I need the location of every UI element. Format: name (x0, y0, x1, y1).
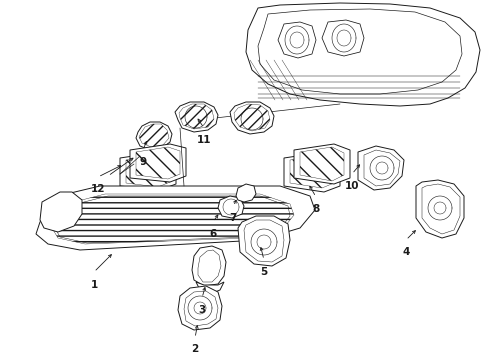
Polygon shape (192, 246, 226, 286)
Text: 8: 8 (313, 204, 319, 214)
Text: 1: 1 (90, 280, 98, 290)
Polygon shape (322, 20, 364, 56)
Polygon shape (258, 9, 462, 94)
Polygon shape (300, 147, 344, 181)
Polygon shape (175, 102, 218, 132)
Polygon shape (416, 180, 464, 238)
Polygon shape (294, 144, 350, 184)
Polygon shape (422, 184, 460, 234)
Polygon shape (179, 104, 214, 129)
Polygon shape (198, 250, 221, 282)
Polygon shape (196, 282, 224, 294)
Text: 7: 7 (229, 213, 237, 223)
Polygon shape (236, 184, 256, 202)
Text: 9: 9 (140, 157, 147, 167)
Polygon shape (244, 220, 284, 262)
Text: 4: 4 (402, 247, 410, 257)
Polygon shape (130, 144, 186, 182)
Polygon shape (40, 192, 82, 232)
Polygon shape (278, 22, 316, 58)
Text: 10: 10 (345, 181, 359, 191)
Text: 12: 12 (91, 184, 105, 194)
Polygon shape (126, 155, 170, 187)
Polygon shape (184, 291, 218, 326)
Polygon shape (284, 152, 340, 192)
Polygon shape (246, 3, 480, 106)
Polygon shape (136, 122, 172, 150)
Polygon shape (178, 286, 222, 330)
Polygon shape (120, 152, 176, 190)
Polygon shape (136, 147, 180, 179)
Polygon shape (218, 196, 244, 218)
Polygon shape (52, 194, 294, 244)
Polygon shape (290, 156, 334, 188)
Polygon shape (358, 146, 404, 190)
Polygon shape (139, 124, 169, 147)
Polygon shape (364, 150, 400, 186)
Text: 3: 3 (198, 305, 206, 315)
Text: 5: 5 (260, 267, 268, 277)
Polygon shape (36, 186, 315, 250)
Text: 6: 6 (209, 229, 217, 239)
Polygon shape (238, 216, 290, 266)
Polygon shape (230, 102, 274, 134)
Text: 2: 2 (192, 344, 198, 354)
Text: 11: 11 (197, 135, 211, 145)
Polygon shape (234, 104, 270, 131)
